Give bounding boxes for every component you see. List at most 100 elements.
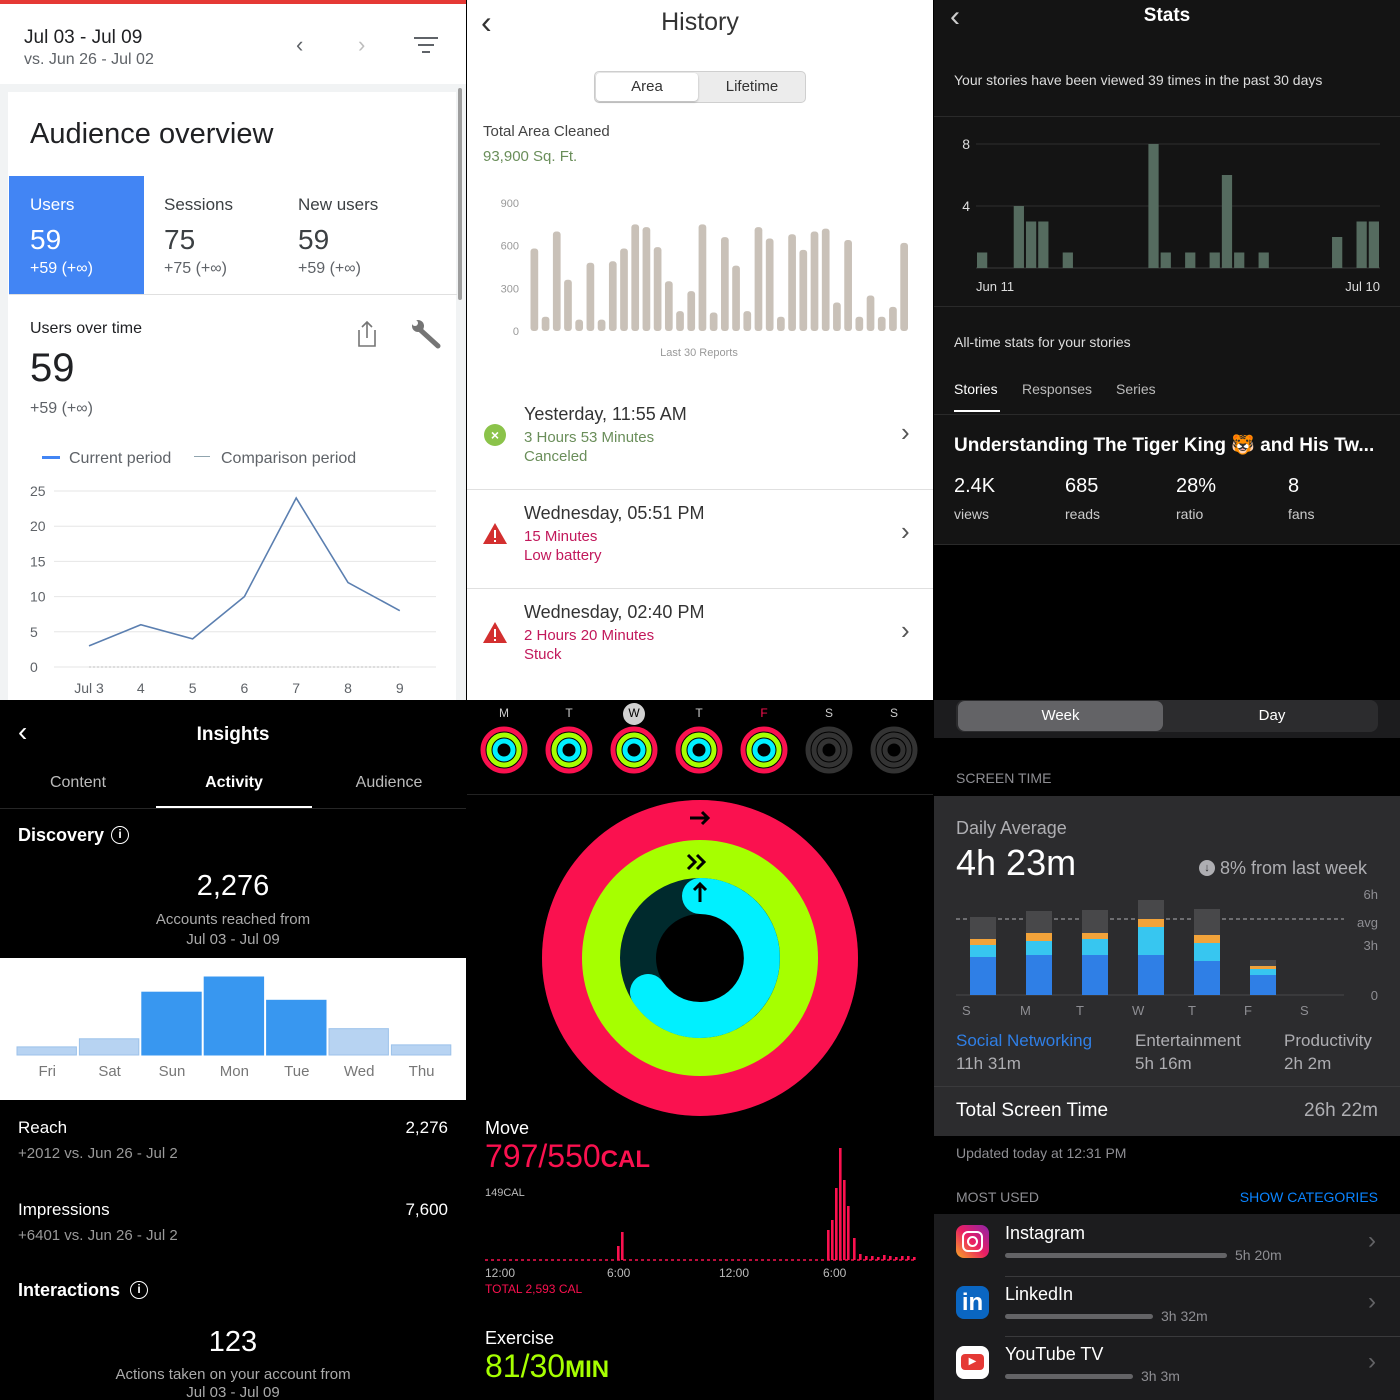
wrench-icon[interactable] <box>0 0 466 700</box>
tab-label[interactable]: Sessions <box>164 195 233 214</box>
back-icon[interactable]: ‹ <box>18 716 28 747</box>
arrow-down-icon: ↓ <box>1199 860 1215 876</box>
divider <box>1005 1276 1400 1277</box>
tab-content[interactable]: Content <box>49 774 107 791</box>
tab-audience[interactable]: Audience <box>355 774 423 791</box>
instagram-icon-inner <box>962 1231 983 1252</box>
x-tick-label: 9 <box>396 680 404 696</box>
day-label[interactable]: S <box>824 706 833 720</box>
x-tick-label: Sun <box>159 1063 186 1080</box>
back-icon[interactable]: ‹ <box>950 0 960 33</box>
share-icon[interactable] <box>0 0 466 700</box>
back-icon[interactable]: ‹ <box>481 4 492 40</box>
move-bar <box>853 1238 856 1260</box>
metric-label: fans <box>1288 506 1315 522</box>
scrollbar[interactable] <box>458 88 462 300</box>
day-label[interactable]: M <box>499 706 509 720</box>
next-period-icon[interactable]: › <box>358 32 366 57</box>
x-tick-label: S <box>1300 1003 1309 1018</box>
day-label[interactable]: S <box>889 706 898 720</box>
stats-panel: ‹ Stats Your stories have been viewed 39… <box>934 0 1400 700</box>
area-bar <box>732 265 740 331</box>
app-row[interactable] <box>934 1217 1400 1277</box>
reach-bar[interactable] <box>141 991 202 1056</box>
chevron-right-icon[interactable]: › <box>901 516 910 546</box>
area-bar <box>777 316 785 331</box>
social-segment <box>1026 955 1052 995</box>
reach-bar[interactable] <box>203 976 265 1056</box>
day-label[interactable]: T <box>565 706 573 720</box>
tab-users[interactable] <box>9 176 144 294</box>
tab-label[interactable]: New users <box>298 195 379 214</box>
productivity-segment <box>1194 935 1220 943</box>
x-tick-label: Fri <box>38 1063 56 1080</box>
mini-ring <box>480 726 528 774</box>
tab-label[interactable]: Users <box>30 195 75 214</box>
instagram-icon-lens <box>967 1236 978 1247</box>
reach-bar[interactable] <box>266 999 327 1056</box>
compare-range: vs. Jun 26 - Jul 02 <box>24 51 154 68</box>
views-bar <box>977 252 988 268</box>
tab-delta: +75 (+∞) <box>164 260 227 277</box>
linkedin-icon: in <box>956 1286 989 1319</box>
entry-duration: 2 Hours 20 Minutes <box>524 627 655 644</box>
date-range[interactable]: Jul 03 - Jul 09 <box>24 27 143 48</box>
area-bar <box>597 319 606 331</box>
screentime-card <box>934 796 1400 1136</box>
move-bar <box>617 1246 620 1260</box>
reach-bar[interactable] <box>328 1028 389 1056</box>
interactions-label: Interactions <box>18 1280 121 1300</box>
segment-week[interactable]: Week <box>958 701 1163 731</box>
mini-ring <box>687 738 711 762</box>
info-icon[interactable]: i <box>130 1281 148 1299</box>
tab-responses[interactable]: Responses <box>1022 381 1093 397</box>
canceled-icon: × <box>484 424 506 446</box>
tab-stories-indicator <box>954 410 1000 412</box>
segment-area[interactable]: Area <box>596 73 698 101</box>
reach-bar[interactable] <box>16 1046 77 1056</box>
day-label[interactable]: F <box>760 706 768 720</box>
segment-lifetime[interactable]: Lifetime <box>725 78 779 95</box>
y-tick-label: 6h <box>1364 887 1378 902</box>
mini-ring <box>492 738 516 762</box>
move-total: TOTAL 2,593 CAL <box>485 1282 583 1296</box>
move-bar <box>839 1148 842 1260</box>
story-title[interactable]: Understanding The Tiger King 🐯 and His T… <box>954 435 1375 456</box>
tab-value: 75 <box>164 224 196 255</box>
segment-day[interactable]: Day <box>1258 707 1286 724</box>
area-bar <box>900 242 908 331</box>
x-tick-label: 8 <box>344 680 352 696</box>
warning-icon <box>483 622 507 643</box>
x-tick-label: Jul 3 <box>74 680 104 696</box>
tab-activity[interactable]: Activity <box>205 774 263 791</box>
area-bar <box>821 228 830 331</box>
day-label[interactable]: T <box>695 706 703 720</box>
filter-icon[interactable] <box>414 37 438 55</box>
divider <box>467 489 933 490</box>
reach-bar[interactable] <box>390 1044 452 1056</box>
area-bar <box>653 247 662 331</box>
reach-bar[interactable] <box>78 1038 140 1056</box>
chevron-right-icon[interactable]: › <box>1368 1348 1376 1375</box>
most-used-label: MOST USED <box>956 1189 1039 1205</box>
chevron-right-icon[interactable]: › <box>901 417 910 447</box>
tab-delta: +59 (+∞) <box>30 260 93 277</box>
tab-stories[interactable]: Stories <box>954 381 998 397</box>
show-categories-link[interactable]: SHOW CATEGORIES <box>1239 1189 1378 1205</box>
chevron-right-icon[interactable]: › <box>1368 1288 1376 1315</box>
views-bar <box>1258 252 1269 268</box>
daily-average-label: Daily Average <box>956 818 1067 838</box>
users-over-time-title: Users over time <box>30 320 143 337</box>
day-label[interactable]: W <box>628 706 640 720</box>
info-icon[interactable]: i <box>111 826 129 844</box>
views-bar <box>1368 221 1379 268</box>
total-screen-time-value: 26h 22m <box>1304 1100 1378 1121</box>
move-value-number: 797/550 <box>485 1138 601 1174</box>
tab-series[interactable]: Series <box>1116 381 1156 397</box>
interactions-caption: Actions taken on your account from <box>115 1366 351 1383</box>
prev-period-icon[interactable]: ‹ <box>296 32 304 57</box>
stand-arrow-icon <box>692 881 708 902</box>
chevron-right-icon[interactable]: › <box>1368 1227 1376 1254</box>
y-tick-label: 3h <box>1364 938 1378 953</box>
chevron-right-icon[interactable]: › <box>901 615 910 645</box>
